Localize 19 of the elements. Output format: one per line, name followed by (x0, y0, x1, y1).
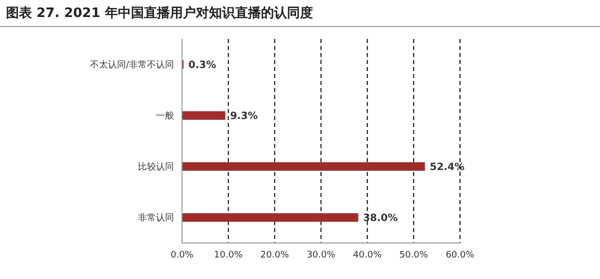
y-tick-label: 不太认同/非常不认同 (90, 60, 174, 71)
bar (182, 213, 358, 222)
data-label: 9.3% (230, 111, 258, 122)
x-tick-label: 20.0% (260, 250, 290, 260)
bar (182, 162, 426, 171)
x-tick-label: 40.0% (353, 250, 382, 260)
x-tick-label: 60.0% (446, 250, 475, 260)
y-tick-label: 一般 (156, 110, 174, 122)
x-tick-label: 50.0% (399, 250, 428, 260)
data-label: 38.0% (363, 213, 398, 224)
x-tick-label: 0.0% (170, 250, 194, 260)
y-tick-label: 非常认同 (138, 212, 174, 224)
y-tick-label: 比较认同 (138, 162, 174, 173)
data-label: 52.4% (430, 162, 464, 174)
bar (182, 111, 226, 120)
x-tick-label: 10.0% (214, 250, 244, 260)
chart-title: 图表 27. 2021 年中国直播用户对知识直播的认同度 (0, 0, 600, 27)
data-label: 0.3% (188, 60, 216, 72)
x-tick-label: 30.0% (306, 250, 336, 260)
